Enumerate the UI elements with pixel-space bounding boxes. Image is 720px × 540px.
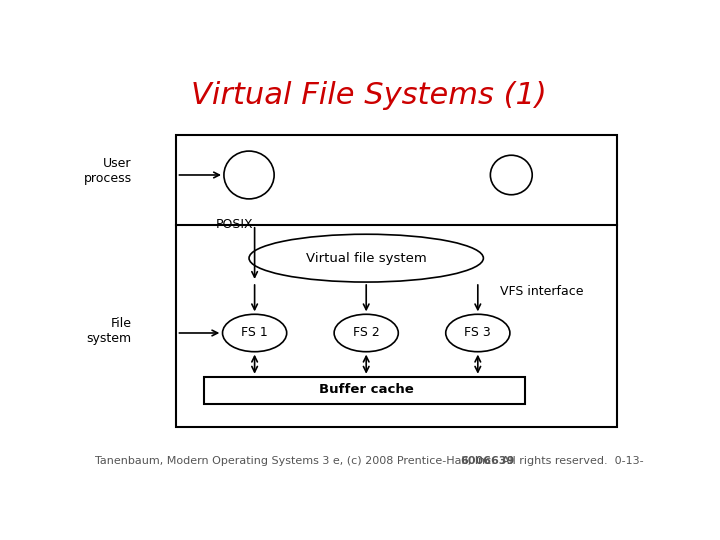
Ellipse shape (446, 314, 510, 352)
Ellipse shape (334, 314, 398, 352)
Text: FS 1: FS 1 (241, 327, 268, 340)
Text: 6006639: 6006639 (460, 456, 515, 465)
Ellipse shape (249, 234, 483, 282)
Text: VFS interface: VFS interface (500, 285, 584, 298)
Bar (204, 377, 526, 404)
Text: User
process: User process (84, 157, 132, 185)
Text: FS 2: FS 2 (353, 327, 379, 340)
Ellipse shape (222, 314, 287, 352)
Ellipse shape (224, 151, 274, 199)
Ellipse shape (490, 155, 532, 195)
Bar (176, 136, 617, 427)
Text: Tanenbaum, Modern Operating Systems 3 e, (c) 2008 Prentice-Hall, Inc.  All right: Tanenbaum, Modern Operating Systems 3 e,… (95, 456, 643, 465)
Text: Virtual file system: Virtual file system (306, 252, 426, 265)
Text: Virtual File Systems (1): Virtual File Systems (1) (191, 82, 547, 111)
Text: Buffer cache: Buffer cache (319, 383, 413, 396)
Text: POSIX: POSIX (215, 218, 253, 231)
Text: FS 3: FS 3 (464, 327, 491, 340)
Text: File
system: File system (86, 317, 132, 345)
